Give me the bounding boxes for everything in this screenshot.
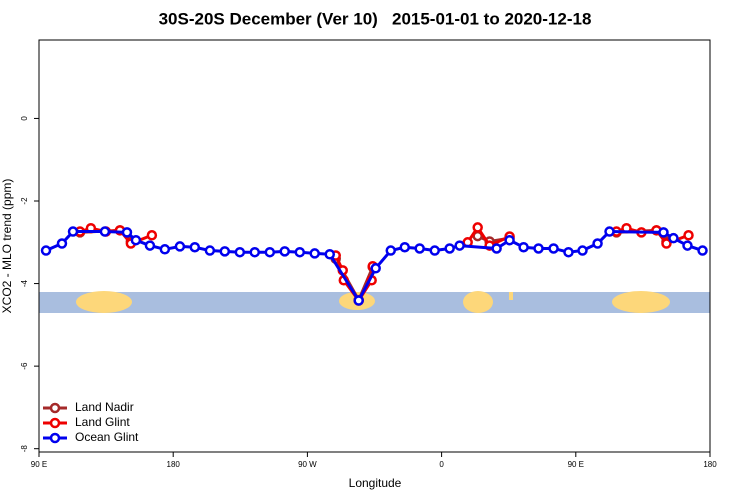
data-point (504, 234, 515, 246)
x-tick-label: 0 (439, 460, 444, 469)
data-point (99, 226, 111, 237)
data-point (683, 230, 694, 241)
plot-frame (38, 39, 711, 453)
data-point (189, 241, 201, 253)
data-point (324, 249, 336, 260)
data-point (697, 245, 708, 256)
y-tick-label: -4 (20, 279, 29, 287)
data-point (385, 245, 397, 256)
data-point (472, 222, 483, 233)
chart-title: 30S-20S December (Ver 10) 2015-01-01 to … (159, 9, 592, 28)
data-point (234, 246, 246, 258)
legend-marker (49, 432, 61, 444)
data-point (577, 245, 588, 256)
data-point (353, 295, 364, 306)
data-point (563, 246, 574, 258)
data-point (279, 246, 290, 257)
series-line (45, 230, 704, 302)
data-point (219, 246, 231, 257)
data-point (399, 241, 411, 253)
data-point (370, 263, 381, 274)
x-tick-label: 90 W (298, 460, 317, 469)
legend-label: Land Nadir (75, 400, 134, 414)
data-point (159, 244, 171, 255)
data-point (604, 226, 615, 237)
y-tick-label: 0 (20, 116, 29, 121)
x-tick-label: 90 E (568, 460, 584, 469)
legend-marker (49, 402, 61, 414)
data-point (444, 243, 455, 254)
data-point (518, 241, 529, 253)
x-axis-label: Longitude (349, 476, 402, 490)
data-point (146, 230, 158, 241)
y-tick-label: -6 (20, 362, 29, 370)
data-point (264, 246, 276, 258)
data-point (309, 248, 320, 259)
data-point (130, 234, 142, 246)
y-tick-label: -2 (20, 197, 29, 205)
data-point (682, 240, 693, 251)
data-point (429, 245, 440, 256)
data-point (174, 241, 186, 252)
legend-label: Ocean Glint (75, 430, 139, 444)
data-point (56, 238, 68, 249)
x-tick-label: 180 (703, 460, 717, 469)
data-point (294, 246, 306, 258)
map-strip (39, 291, 710, 313)
data-point (144, 240, 156, 251)
data-point (592, 238, 603, 249)
y-tick-label: -8 (20, 445, 29, 453)
data-point (40, 245, 52, 256)
data-point (67, 226, 79, 237)
x-tick-label: 180 (167, 460, 181, 469)
x-tick-label: 90 E (31, 460, 47, 469)
data-point (668, 232, 679, 244)
data-point (548, 243, 559, 254)
data-point (121, 227, 133, 238)
data-point (661, 238, 672, 249)
data-point (414, 243, 425, 254)
data-point (658, 227, 669, 238)
y-axis-label: XCO2 - MLO trend (ppm) (0, 179, 14, 314)
data-point (249, 246, 261, 258)
data-point (491, 243, 502, 254)
legend-label: Land Glint (75, 415, 130, 429)
data-point (204, 245, 216, 256)
data-point (533, 243, 544, 254)
data-point (454, 240, 465, 251)
legend-marker (49, 417, 61, 429)
